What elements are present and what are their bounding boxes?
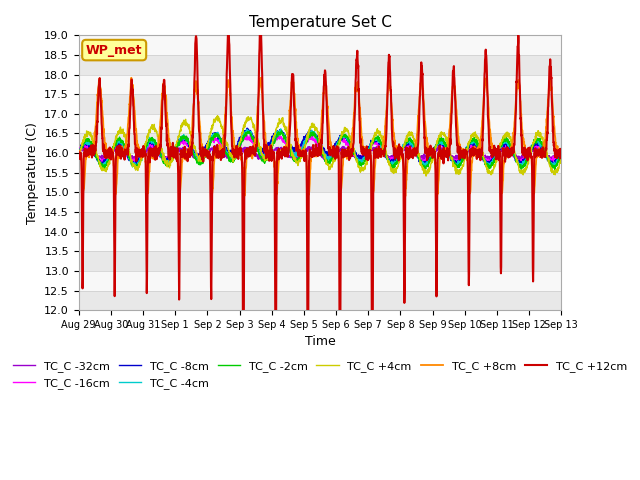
Bar <box>79 232 561 251</box>
Legend: TC_C -32cm, TC_C -16cm, TC_C -8cm, TC_C -4cm, TC_C -2cm, TC_C +4cm, TC_C +8cm, T: TC_C -32cm, TC_C -16cm, TC_C -8cm, TC_C … <box>8 357 632 393</box>
Bar <box>79 290 561 310</box>
Bar <box>79 36 561 55</box>
Bar <box>79 212 561 232</box>
Bar <box>79 192 561 212</box>
Y-axis label: Temperature (C): Temperature (C) <box>26 122 38 224</box>
Bar <box>79 74 561 94</box>
Text: WP_met: WP_met <box>86 44 143 57</box>
Bar <box>79 133 561 153</box>
Bar <box>79 173 561 192</box>
Bar <box>79 94 561 114</box>
Bar <box>79 153 561 173</box>
Title: Temperature Set C: Temperature Set C <box>248 15 392 30</box>
Bar <box>79 114 561 133</box>
Bar <box>79 55 561 74</box>
Bar <box>79 251 561 271</box>
X-axis label: Time: Time <box>305 336 335 348</box>
Bar <box>79 271 561 290</box>
